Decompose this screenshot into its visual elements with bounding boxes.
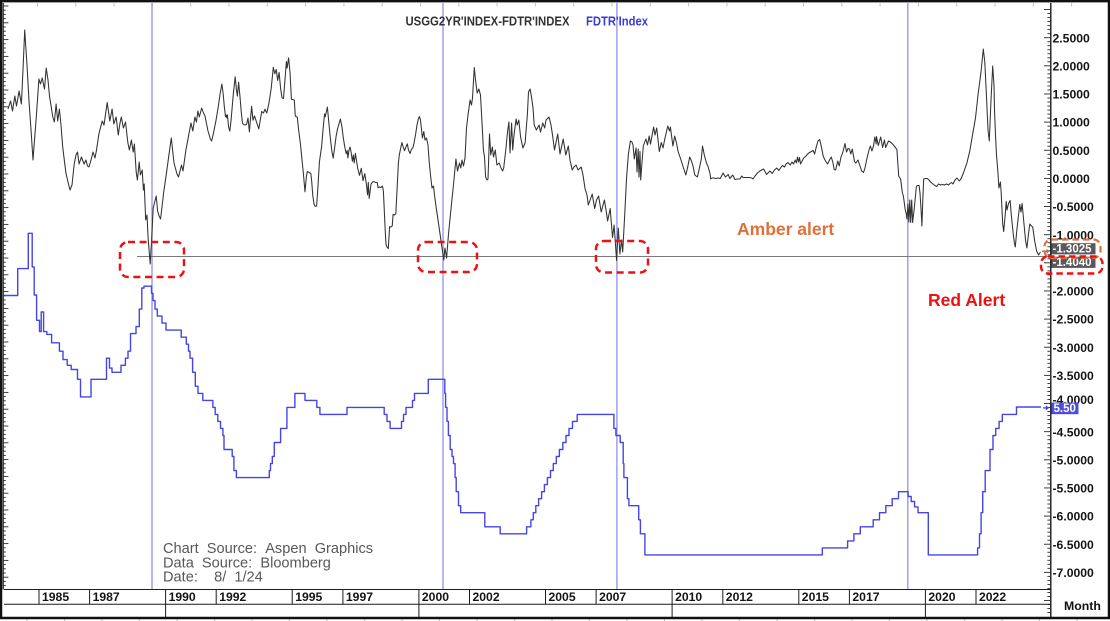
svg-text:1.0000: 1.0000 (1053, 116, 1090, 130)
svg-text:-0.5000: -0.5000 (1053, 200, 1095, 214)
svg-text:2002: 2002 (473, 590, 500, 604)
svg-text:2007: 2007 (599, 590, 626, 604)
svg-text:-5.5000: -5.5000 (1053, 482, 1095, 496)
svg-text:-1.3025: -1.3025 (1053, 244, 1093, 256)
svg-text:2012: 2012 (726, 590, 753, 604)
svg-text:-3.5000: -3.5000 (1053, 369, 1095, 383)
svg-text:USGG2YR'INDEX-FDTR'INDEX: USGG2YR'INDEX-FDTR'INDEX (406, 14, 570, 29)
svg-text:Chart Source: Aspen Graphic: Chart Source: Aspen Graphics (163, 541, 373, 557)
svg-text:Data Source: Bloomberg: Data Source: Bloomberg (163, 555, 331, 571)
svg-text:1987: 1987 (93, 590, 120, 604)
svg-text:-1.4040: -1.4040 (1053, 257, 1092, 269)
svg-text:1997: 1997 (346, 590, 373, 604)
svg-text:-5.0000: -5.0000 (1053, 453, 1095, 467)
svg-text:2005: 2005 (549, 590, 576, 604)
svg-text:2020: 2020 (928, 590, 955, 604)
svg-text:1992: 1992 (219, 590, 246, 604)
svg-text:-2.0000: -2.0000 (1053, 285, 1095, 299)
svg-text:2000: 2000 (422, 590, 449, 604)
svg-text:2022: 2022 (979, 590, 1006, 604)
svg-text:-3.0000: -3.0000 (1053, 341, 1095, 355)
svg-text:2010: 2010 (675, 590, 702, 604)
svg-text:-4.5000: -4.5000 (1053, 425, 1095, 439)
svg-text:2.5000: 2.5000 (1053, 31, 1090, 45)
svg-text:1995: 1995 (295, 590, 322, 604)
svg-text:5.50: 5.50 (1054, 403, 1076, 415)
svg-text:-2.5000: -2.5000 (1053, 313, 1095, 327)
svg-text:0.0000: 0.0000 (1053, 172, 1090, 186)
svg-text:FDTR'Index: FDTR'Index (586, 14, 649, 29)
svg-text:Amber alert: Amber alert (737, 219, 834, 239)
svg-text:2.0000: 2.0000 (1053, 59, 1090, 73)
svg-text:2017: 2017 (852, 590, 879, 604)
svg-text:Date: 8/ 1/24: Date: 8/ 1/24 (163, 570, 263, 586)
svg-text:Red Alert: Red Alert (928, 290, 1005, 310)
svg-text:2015: 2015 (802, 590, 829, 604)
svg-text:-6.5000: -6.5000 (1053, 538, 1095, 552)
svg-text:-6.0000: -6.0000 (1053, 510, 1095, 524)
svg-text:1.5000: 1.5000 (1053, 88, 1090, 102)
svg-text:Month: Month (1064, 599, 1101, 613)
svg-text:1985: 1985 (42, 590, 69, 604)
svg-text:1990: 1990 (169, 590, 196, 604)
svg-text:0.5000: 0.5000 (1053, 144, 1090, 158)
svg-text:-7.0000: -7.0000 (1053, 566, 1095, 580)
